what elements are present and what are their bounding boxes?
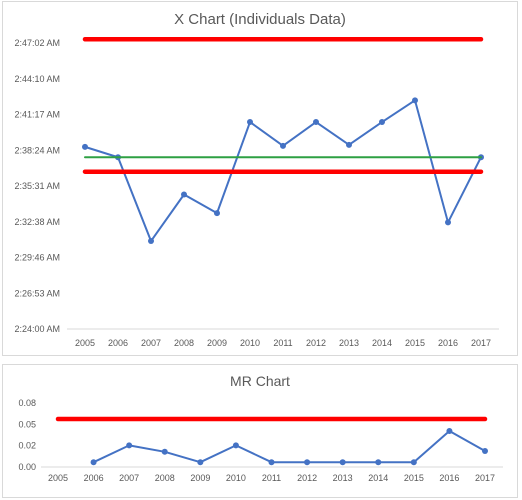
x-tick-label: 2008: [174, 338, 194, 348]
x-tick-label: 2014: [368, 473, 388, 483]
data-series-line: [93, 430, 486, 464]
data-point: [339, 459, 346, 466]
x-tick-label: 2005: [48, 473, 68, 483]
y-tick-label: 2:38:24 AM: [14, 145, 60, 155]
y-tick-label: 0.00: [18, 462, 36, 472]
x-tick-label: 2010: [240, 338, 260, 348]
x-tick-label: 2011: [262, 473, 281, 483]
x-chart-title: X Chart (Individuals Data): [174, 11, 346, 28]
y-tick-label: 2:44:10 AM: [14, 74, 60, 84]
x-tick-label: 2009: [207, 338, 227, 348]
x-tick-label: 2011: [273, 338, 292, 348]
data-point: [410, 459, 417, 466]
x-tick-label: 2015: [404, 473, 424, 483]
data-point: [445, 219, 451, 226]
data-point: [280, 142, 286, 149]
x-tick-label: 2015: [405, 338, 425, 348]
x-tick-label: 2016: [438, 338, 458, 348]
x-tick-label: 2012: [297, 473, 317, 483]
mr-chart-title: MR Chart: [230, 373, 290, 389]
y-tick-label: 2:24:00 AM: [14, 324, 60, 334]
x-tick-label: 2009: [190, 473, 210, 483]
x-tick-label: 2017: [471, 338, 491, 348]
data-point: [446, 428, 453, 434]
y-tick-label: 2:32:38 AM: [14, 217, 60, 227]
y-tick-label: 0.05: [18, 419, 36, 429]
data-point: [379, 119, 385, 126]
data-point: [268, 459, 275, 466]
x-tick-label: 2007: [119, 473, 139, 483]
x-tick-label: 2005: [75, 338, 95, 348]
x-chart-plot: 2:24:00 AM 2:26:53 AM 2:29:46 AM 2:32:38 AM…: [14, 37, 499, 348]
data-point: [197, 459, 204, 466]
data-point: [148, 238, 154, 245]
data-point: [247, 119, 253, 126]
mr-chart-panel: MR Chart 0.00 0.02 0.05 0.08 2005 2006 2007 200…: [2, 364, 518, 498]
y-tick-label: 2:29:46 AM: [14, 253, 60, 263]
y-tick-label: 2:35:31 AM: [14, 181, 60, 191]
x-tick-label: 2014: [372, 338, 392, 348]
data-point: [482, 448, 488, 454]
x-tick-label: 2016: [439, 473, 459, 483]
data-point: [126, 442, 133, 449]
data-point: [214, 210, 220, 217]
x-tick-label: 2007: [141, 338, 161, 348]
mr-chart-plot: 0.00 0.02 0.05 0.08 2005 2006 2007 2008 2009 2010…: [18, 398, 503, 483]
data-point: [346, 141, 352, 148]
x-tick-label: 2006: [84, 473, 104, 483]
x-tick-label: 2008: [155, 473, 175, 483]
y-tick-label: 2:41:17 AM: [14, 110, 60, 120]
data-point: [313, 119, 319, 126]
x-chart-panel: X Chart (Individuals Data) 2:24:00 AM 2:2…: [2, 1, 518, 356]
data-point: [375, 459, 382, 466]
x-tick-label: 2010: [226, 473, 246, 483]
data-point: [90, 459, 97, 466]
y-tick-label: 0.08: [18, 398, 36, 408]
data-point: [181, 191, 187, 198]
y-tick-label: 0.02: [18, 441, 36, 451]
x-tick-label: 2013: [339, 338, 359, 348]
y-tick-label: 2:26:53 AM: [14, 288, 60, 298]
data-point: [161, 448, 168, 455]
x-tick-label: 2017: [475, 473, 495, 483]
data-point: [304, 459, 311, 466]
data-point: [82, 143, 88, 150]
x-tick-label: 2013: [333, 473, 353, 483]
y-tick-label: 2:47:02 AM: [14, 38, 60, 48]
x-tick-label: 2006: [108, 338, 128, 348]
data-point: [412, 97, 418, 104]
data-point: [232, 442, 239, 449]
x-tick-label: 2012: [306, 338, 326, 348]
